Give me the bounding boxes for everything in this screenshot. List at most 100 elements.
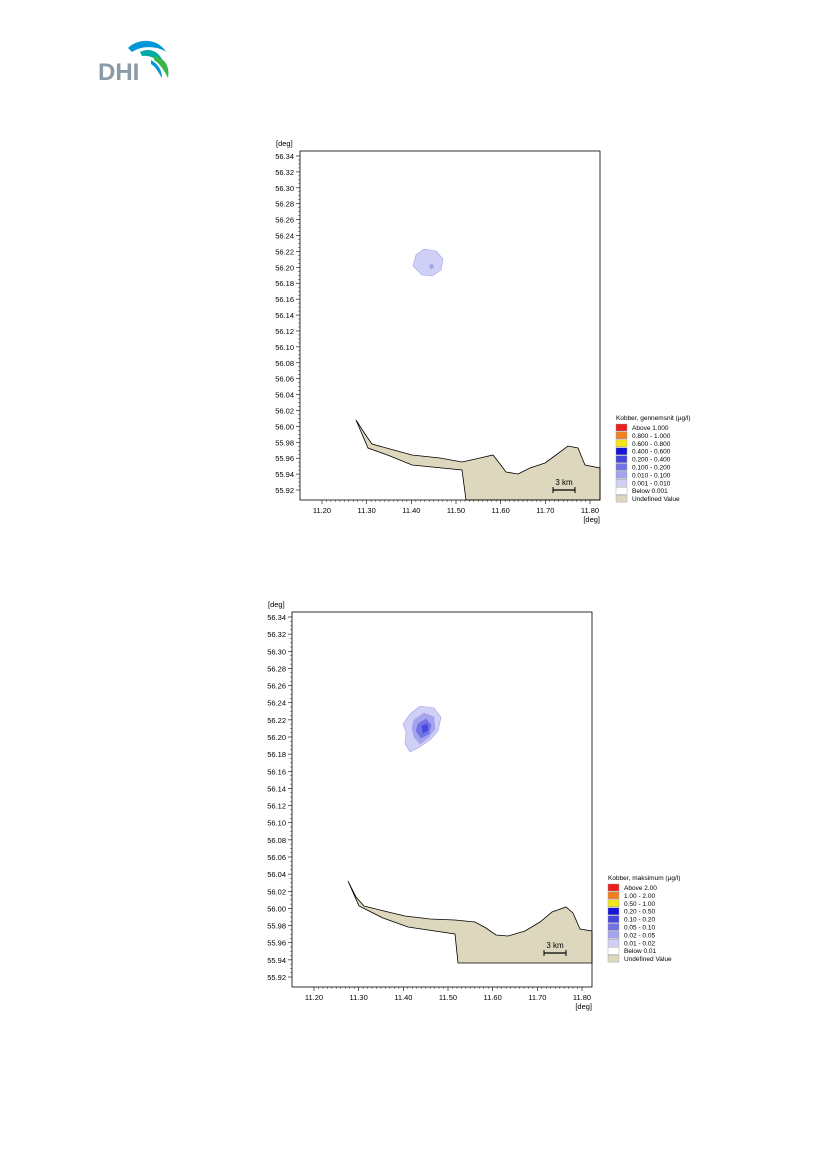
y-tick-label: 55.98 — [275, 438, 294, 447]
y-tick-label: 56.28 — [275, 200, 294, 209]
y-tick-label: 56.20 — [275, 263, 294, 272]
y-tick-label: 56.06 — [275, 375, 294, 384]
legend-label: 0.001 - 0.010 — [632, 480, 671, 487]
legend-swatch — [607, 939, 620, 947]
y-axis-unit: [deg] — [268, 600, 285, 609]
x-tick-label: 11.60 — [492, 506, 510, 515]
legend-label: 0.20 - 0.50 — [624, 909, 655, 916]
x-axis-unit: [deg] — [583, 515, 600, 524]
legend-swatch — [615, 479, 628, 487]
y-tick-label: 56.12 — [275, 327, 294, 336]
x-tick-label: 11.70 — [536, 506, 554, 515]
legend-swatch — [607, 891, 620, 900]
scale-bar-label: 3 km — [555, 478, 573, 487]
x-tick-label: 11.30 — [350, 993, 368, 1002]
dhi-logo: DHI — [96, 36, 176, 86]
y-tick-label: 56.16 — [267, 767, 286, 776]
legend-label: 1.00 - 2.00 — [624, 893, 655, 900]
logo-wave-green — [154, 56, 169, 78]
legend-label: 0.10 - 0.20 — [624, 917, 655, 924]
x-tick-label: 11.20 — [305, 993, 323, 1002]
x-tick-label: 11.20 — [313, 506, 331, 515]
x-tick-label: 11.70 — [528, 993, 546, 1002]
legend-label: Below 0.01 — [624, 948, 657, 955]
legend-swatch — [615, 439, 628, 447]
y-tick-label: 55.96 — [267, 939, 286, 948]
y-tick-label: 56.02 — [275, 406, 294, 415]
y-tick-label: 56.26 — [267, 682, 286, 691]
plot-area — [300, 151, 600, 500]
y-tick-label: 56.08 — [275, 359, 294, 368]
map-max: 56.34 56.32 56.30 56.28 56.26 56.24 56.22 56.20… — [0, 580, 827, 1011]
y-tick-label: 56.24 — [275, 232, 294, 241]
y-tick-label: 56.32 — [275, 168, 294, 177]
y-tick-label: 55.94 — [275, 470, 294, 479]
x-tick-label: 11.40 — [394, 993, 412, 1002]
legend-label: 0.50 - 1.00 — [624, 901, 655, 908]
legend-title: Kobber, maksimum (µg/l) — [608, 875, 680, 882]
legend-swatch — [615, 431, 628, 440]
y-tick-label: 56.22 — [267, 716, 286, 725]
legend-swatch — [607, 931, 620, 939]
legend-swatch — [607, 899, 620, 907]
logo-text: DHI — [98, 59, 139, 84]
legend-swatch — [607, 883, 620, 892]
legend-label: 0.800 - 1.000 — [632, 433, 671, 440]
y-tick-label: 56.20 — [267, 733, 286, 742]
y-tick-label: 56.06 — [267, 853, 286, 862]
y-tick-label: 56.14 — [275, 311, 294, 320]
legend-swatch — [615, 455, 628, 463]
y-tick-label: 56.12 — [267, 802, 286, 811]
legend-swatch — [607, 947, 620, 955]
legend-label: Above 1.000 — [632, 425, 669, 432]
plume-outer — [412, 248, 444, 277]
plume-core — [428, 263, 435, 270]
legend-swatch — [607, 907, 620, 915]
legend-swatch — [615, 487, 628, 495]
legend-label: 0.02 - 0.05 — [624, 932, 655, 939]
legend-swatch — [615, 423, 628, 432]
y-tick-label: 56.04 — [275, 391, 294, 400]
logo-wave-inner — [151, 60, 162, 78]
y-tick-label: 56.08 — [267, 836, 286, 845]
dhi-logo-graphic: DHI — [98, 40, 169, 86]
y-tick-label: 56.22 — [275, 247, 294, 256]
legend-label: Undefined Value — [624, 956, 672, 963]
legend-label: 0.200 - 0.400 — [632, 457, 671, 464]
legend-label: 0.05 - 0.10 — [624, 925, 655, 932]
logo-wave-teal — [140, 50, 166, 72]
y-tick-label: 56.10 — [267, 819, 286, 828]
y-tick-label: 55.92 — [267, 973, 286, 982]
legend-swatch — [615, 447, 628, 455]
legend-title: Kobber, gennemsnit (µg/l) — [616, 415, 691, 422]
legend-label: 0.100 - 0.200 — [632, 465, 671, 472]
y-tick-label: 56.00 — [275, 422, 294, 431]
x-tick-label: 11.30 — [358, 506, 376, 515]
legend-swatch — [615, 494, 628, 503]
y-tick-label: 55.92 — [275, 486, 294, 495]
y-tick-label: 56.00 — [267, 904, 286, 913]
logo-wave-blue — [128, 40, 166, 52]
y-axis-unit: [deg] — [276, 139, 293, 148]
legend-label: 0.400 - 0.600 — [632, 449, 671, 456]
x-tick-label: 11.60 — [484, 993, 502, 1002]
map-mean: 56.34 56.32 56.30 56.28 56.26 56.24 56.22 56.20… — [0, 0, 827, 560]
y-tick-label: 56.30 — [275, 184, 294, 193]
y-tick-label: 55.98 — [267, 922, 286, 931]
legend-swatch — [615, 463, 628, 471]
plume-core — [421, 723, 429, 734]
y-tick-label: 56.02 — [267, 887, 286, 896]
x-tick-label: 11.80 — [573, 993, 591, 1002]
map-mean-canvas: 56.34 56.32 56.30 56.28 56.26 56.24 56.22 56.20… — [275, 139, 691, 524]
y-tick-label: 55.94 — [267, 956, 286, 965]
legend-label: 0.010 - 0.100 — [632, 472, 671, 479]
y-tick-label: 55.96 — [275, 454, 294, 463]
legend-label: Undefined Value — [632, 496, 680, 503]
y-tick-label: 56.18 — [275, 279, 294, 288]
legend-swatch — [615, 471, 628, 479]
y-tick-label: 56.32 — [267, 630, 286, 639]
land-area — [355, 419, 601, 501]
x-axis-unit: [deg] — [575, 1002, 592, 1011]
y-tick-label: 56.28 — [267, 664, 286, 673]
land-area — [347, 880, 593, 964]
